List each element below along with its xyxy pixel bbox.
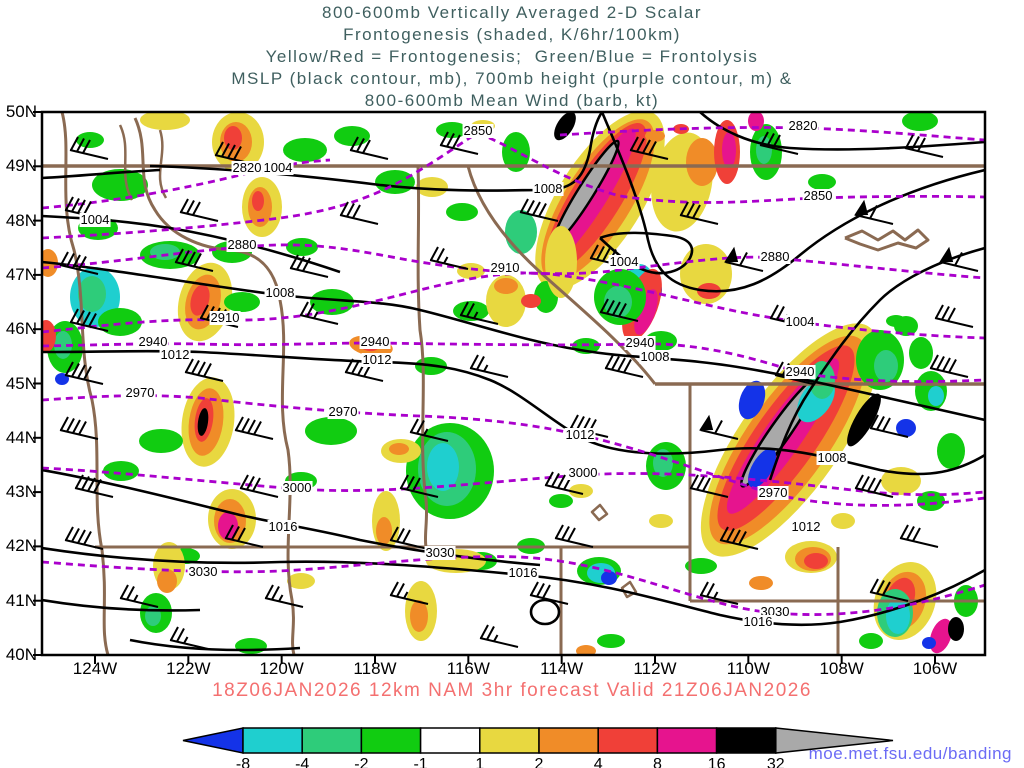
height-contour-label: 3030 [424,545,456,560]
mslp-contour-label: 1008 [816,450,848,465]
lat-tick-label: 49N [5,156,37,176]
height-contour-label: 2880 [759,249,791,264]
mslp-contour-label: 1016 [742,614,774,629]
height-contour-label: 2970 [124,385,156,400]
colorbar-tick: 2 [534,756,544,768]
lon-tick-label: 110W [726,659,770,678]
lon-tick-label: 106W [912,659,958,678]
axis-ticks [33,111,936,664]
lat-tick-label: 50N [5,102,37,121]
height-contour-label: 2940 [359,334,391,349]
height-contour-label: 3030 [187,564,219,579]
colorbar-tick: 32 [766,756,785,768]
height-contour-label: 2850 [802,188,834,203]
lat-tick-label: 46N [5,319,37,339]
colorbar-tick: -2 [354,756,369,768]
height-contour-label: 2910 [489,260,521,275]
mslp-contour-label: 1004 [608,254,640,269]
mslp-contour-label: 1016 [507,565,539,580]
colorbar-tick: 8 [652,756,662,768]
lat-tick-label: 42N [5,536,37,556]
height-contour-label: 2850 [462,123,494,138]
colorbar-tick: 4 [593,756,603,768]
height-contour-label: 2880 [226,237,258,252]
mslp-contour-label: 1012 [159,347,191,362]
height-contour-label: 3000 [281,480,313,495]
height-contour-label: 2940 [137,334,169,349]
colorbar-tick: -4 [295,756,310,768]
height-contour-label: 2910 [209,310,241,325]
mslp-contour-label: 1008 [264,285,296,300]
lat-tick-label: 43N [5,482,37,502]
height-contour-label: 2970 [327,404,359,419]
height-contour-label: 2820 [231,160,263,175]
lon-tick-label: 116W [446,659,490,678]
colorbar-tick: -8 [235,756,251,768]
height-contour-label: 3000 [567,465,599,480]
map-shading-and-contours [42,112,985,655]
lat-tick-label: 41N [5,590,37,610]
lon-tick-label: 122W [166,659,211,678]
height-contour-label: 2970 [757,485,789,500]
colorbar-tick: 1 [475,756,485,768]
lon-tick-label: 108W [819,659,864,678]
lat-tick-label: 45N [5,373,37,393]
mslp-contour-label: 1012 [790,519,822,534]
lon-tick-label: 112W [633,659,677,678]
mslp-contour-label: 1004 [262,160,294,175]
mslp-contour-label: 1008 [639,349,671,364]
lon-tick-label: 124W [72,659,118,678]
mslp-contour-label: 1004 [784,314,816,329]
mslp-contour-label: 1012 [361,352,393,367]
chart-title: 800-600mb Vertically Averaged 2-D Scalar… [0,2,1024,112]
source-url-link[interactable]: moe.met.fsu.edu/banding [808,744,1012,763]
chart-title-line: Yellow/Red = Frontogenesis; Green/Blue =… [265,47,759,66]
mslp-contour-label: 1008 [532,181,564,196]
mslp-contour-label: 1004 [79,212,111,227]
chart-title-line: Frontogenesis (shaded, K/6hr/100km) [343,25,681,44]
lat-tick-label: 40N [5,645,37,664]
model-run-caption: 18Z06JAN2026 12km NAM 3hr forecast Valid… [212,680,812,701]
colorbar-tick: 16 [707,756,726,768]
lon-tick-label: 118W [353,659,397,678]
lat-tick-label: 47N [5,264,37,284]
colorbar-tick: -1 [413,756,428,768]
chart-title-line: 800-600mb Vertically Averaged 2-D Scalar [321,3,703,22]
lat-tick-label: 48N [5,210,37,230]
chart-title-line: 800-600mb Mean Wind (barb, kt) [364,91,660,110]
lat-tick-label: 44N [5,427,37,447]
height-contour-label: 2940 [624,335,656,350]
mslp-contour-label: 1012 [564,427,596,442]
mslp-contour-label: 1016 [267,519,299,534]
height-contour-label: 2940 [784,364,816,379]
height-contour-label: 2820 [787,118,819,133]
chart-title-line: MSLP (black contour, mb), 700mb height (… [231,69,793,88]
lon-tick-label: 114W [540,659,584,678]
lon-tick-label: 120W [259,659,304,678]
